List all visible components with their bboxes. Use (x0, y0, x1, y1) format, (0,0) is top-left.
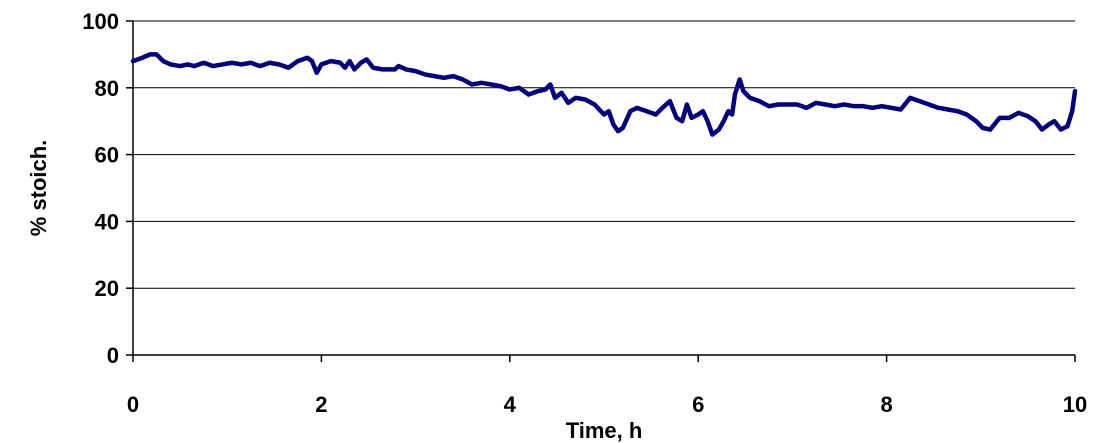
x-tick-label-6: 6 (692, 392, 704, 417)
y-tick-label-20: 20 (95, 276, 119, 301)
x-axis-title: Time, h (566, 418, 643, 443)
series-group (130, 52, 1078, 137)
axes (132, 21, 1075, 356)
y-tick-label-0: 0 (107, 343, 119, 368)
x-tick-labels: 0 2 4 6 8 10 (127, 392, 1087, 417)
y-axis-title: % stoich. (26, 140, 51, 237)
y-tick-label-80: 80 (95, 76, 119, 101)
y-tick-labels: 0 20 40 60 80 100 (82, 9, 119, 368)
y-tick-label-40: 40 (95, 209, 119, 234)
x-tick-label-10: 10 (1063, 392, 1087, 417)
y-tick-label-100: 100 (82, 9, 119, 34)
y-tick-label-60: 60 (95, 143, 119, 168)
tick-marks (126, 20, 1076, 362)
series-line-0 (130, 52, 1078, 137)
x-tick-label-2: 2 (315, 392, 327, 417)
x-tick-label-4: 4 (504, 392, 517, 417)
x-tick-label-0: 0 (127, 392, 139, 417)
gridlines (133, 20, 1075, 289)
x-tick-label-8: 8 (880, 392, 892, 417)
